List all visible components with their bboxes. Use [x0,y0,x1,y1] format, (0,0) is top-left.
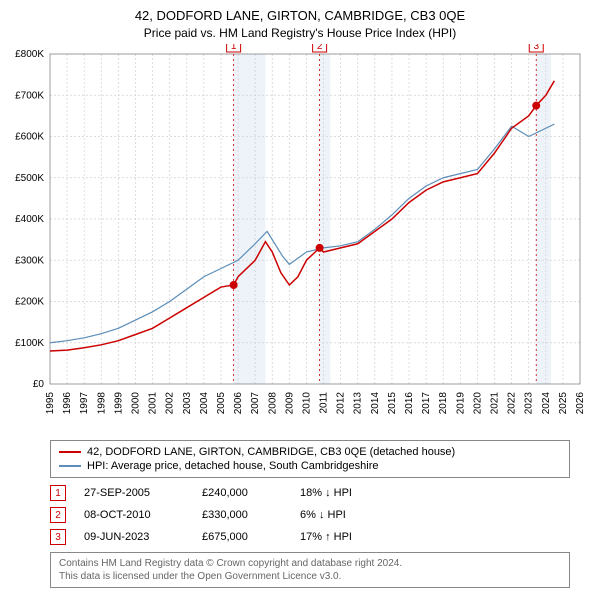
hpi-line [50,124,554,343]
y-tick-label: £0 [33,379,45,390]
x-tick-label: 1999 [113,392,124,415]
chart-area: £0 £100K £200K £300K £400K £500K £600K £700K £80… [0,44,600,434]
shaded-band [320,54,331,384]
y-tick-label: £100K [15,338,44,349]
x-tick-label: 2017 [421,392,432,415]
sale-row: 2 08-OCT-2010 £330,000 6% ↓ HPI [50,504,570,526]
x-tick-label: 2008 [267,392,278,415]
y-tick-label: £200K [15,297,44,308]
y-tick-label: £300K [15,255,44,266]
legend-row: HPI: Average price, detached house, Sout… [59,459,561,473]
sale-date: 27-SEP-2005 [84,487,184,499]
x-tick-label: 2010 [301,392,312,415]
y-tick-label: £600K [15,132,44,143]
x-tick-label: 2020 [472,392,483,415]
sales-table: 1 27-SEP-2005 £240,000 18% ↓ HPI 2 08-OCT-201… [50,482,570,548]
legend-swatch [59,451,81,453]
sale-date: 08-OCT-2010 [84,509,184,521]
sale-price: £330,000 [202,509,282,521]
x-tick-label: 1998 [96,392,107,415]
x-tick-label: 2022 [507,392,518,415]
x-tick-label: 2023 [524,392,535,415]
sale-diff: 17% ↑ HPI [300,531,390,543]
x-tick-label: 2005 [216,392,227,415]
x-tick-label: 2000 [130,392,141,415]
sale-marker-dot [532,102,540,110]
x-tick-label: 2007 [250,392,261,415]
x-tick-label: 2025 [558,392,569,415]
footer-line2: This data is licensed under the Open Gov… [59,570,561,583]
sale-price: £240,000 [202,487,282,499]
title-main: 42, DODFORD LANE, GIRTON, CAMBRIDGE, CB3… [0,8,600,23]
x-tick-label: 2011 [319,392,330,414]
sale-marker-dot [316,244,324,252]
legend-box: 42, DODFORD LANE, GIRTON, CAMBRIDGE, CB3… [50,440,570,478]
sale-row-marker: 3 [50,529,66,545]
y-tick-label: £700K [15,90,44,101]
sale-date: 09-JUN-2023 [84,531,184,543]
x-tick-label: 2018 [438,392,449,415]
property-line [50,81,554,351]
legend-row: 42, DODFORD LANE, GIRTON, CAMBRIDGE, CB3… [59,445,561,459]
sale-row: 3 09-JUN-2023 £675,000 17% ↑ HPI [50,526,570,548]
footer-box: Contains HM Land Registry data © Crown c… [50,552,570,588]
x-tick-label: 2024 [541,392,552,415]
y-tick-label: £500K [15,173,44,184]
sale-marker-number: 3 [533,44,539,52]
title-block: 42, DODFORD LANE, GIRTON, CAMBRIDGE, CB3… [0,0,600,44]
x-tick-label: 2014 [370,392,381,415]
sale-diff: 6% ↓ HPI [300,509,390,521]
x-tick-label: 1997 [79,392,90,415]
x-tick-label: 2016 [404,392,415,415]
chart-container: 42, DODFORD LANE, GIRTON, CAMBRIDGE, CB3… [0,0,600,588]
sale-row-marker: 2 [50,507,66,523]
sale-marker-number: 2 [317,44,323,52]
y-tick-label: £800K [15,49,44,60]
x-tick-label: 2012 [336,392,347,415]
x-tick-label: 2004 [199,392,210,415]
x-tick-label: 1995 [45,392,56,415]
y-tick-label: £400K [15,214,44,225]
x-tick-label: 2026 [575,392,586,415]
sale-row-marker: 1 [50,485,66,501]
sale-price: £675,000 [202,531,282,543]
x-tick-label: 2019 [455,392,466,415]
chart-svg: £0 £100K £200K £300K £400K £500K £600K £700K £80… [0,44,600,434]
sale-marker-dot [230,281,238,289]
sale-diff: 18% ↓ HPI [300,487,390,499]
legend-label: 42, DODFORD LANE, GIRTON, CAMBRIDGE, CB3… [87,446,455,458]
footer-line1: Contains HM Land Registry data © Crown c… [59,557,561,570]
legend-swatch [59,465,81,467]
sale-marker-number: 1 [231,44,237,52]
x-tick-label: 2002 [165,392,176,415]
x-tick-label: 2013 [353,392,364,415]
title-sub: Price paid vs. HM Land Registry's House … [0,26,600,40]
x-tick-label: 2021 [490,392,501,415]
x-tick-label: 2003 [182,392,193,415]
x-tick-label: 2001 [148,392,159,415]
x-tick-label: 2009 [284,392,295,415]
x-tick-label: 2006 [233,392,244,415]
x-tick-label: 1996 [62,392,73,415]
sale-row: 1 27-SEP-2005 £240,000 18% ↓ HPI [50,482,570,504]
legend-label: HPI: Average price, detached house, Sout… [87,460,378,472]
x-tick-label: 2015 [387,392,398,415]
